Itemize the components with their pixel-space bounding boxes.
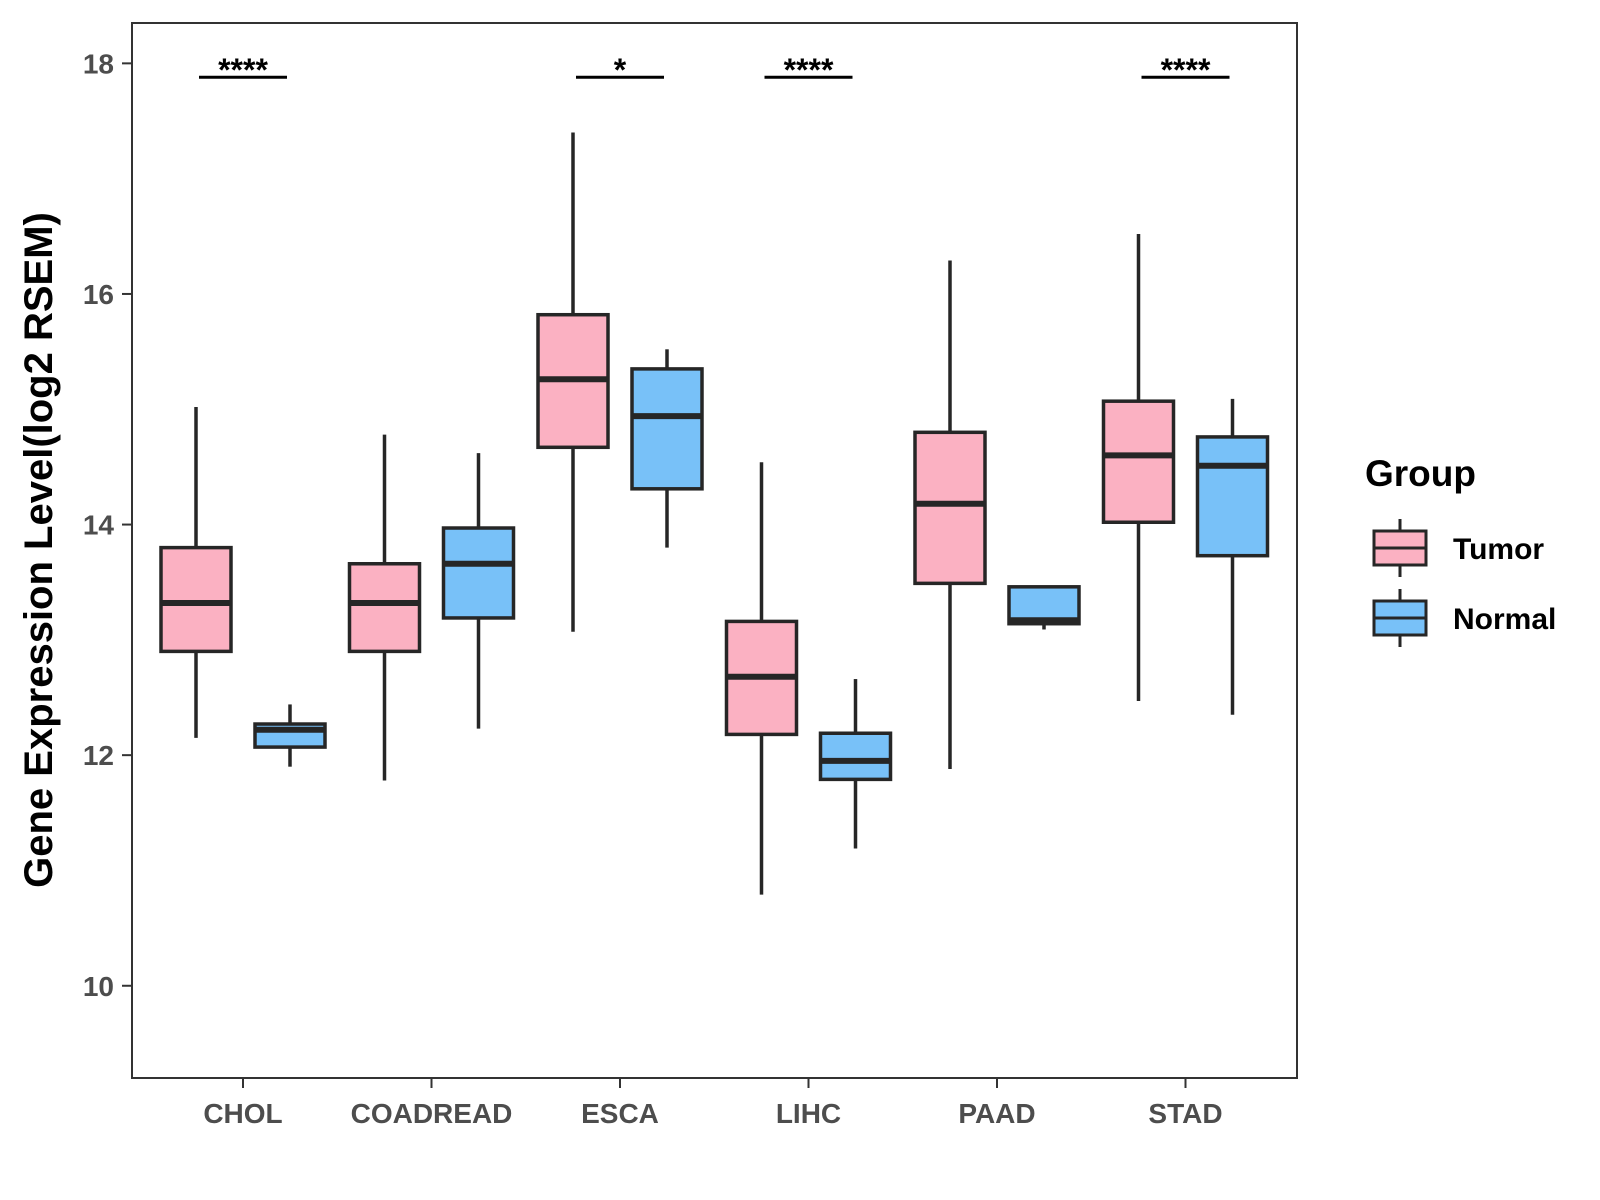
legend-label: Normal — [1453, 603, 1556, 636]
x-tick-label: PAAD — [958, 1098, 1035, 1129]
y-tick-label: 18 — [83, 48, 114, 79]
significance-label: **** — [784, 52, 834, 88]
y-tick-label: 12 — [83, 740, 114, 771]
y-tick-label: 16 — [83, 279, 114, 310]
box — [441, 526, 516, 620]
box — [347, 562, 422, 654]
box — [818, 731, 893, 782]
x-tick-label: STAD — [1148, 1098, 1222, 1129]
legend-label: Tumor — [1453, 533, 1544, 566]
legend: Group Tumor Normal — [1365, 453, 1556, 647]
significance-label: **** — [1161, 52, 1211, 88]
y-tick-label: 14 — [83, 510, 115, 541]
x-tick-label: COADREAD — [351, 1098, 513, 1129]
box — [913, 430, 987, 586]
box — [630, 367, 704, 491]
significance-label: * — [614, 52, 627, 88]
x-tick-label: ESCA — [581, 1098, 659, 1129]
significance-label: **** — [218, 52, 268, 88]
y-axis-title: Gene Expression Level(log2 RSEM) — [17, 212, 61, 888]
panel-border — [131, 22, 1298, 1079]
x-tick-label: LIHC — [776, 1098, 841, 1129]
x-tick-label: CHOL — [203, 1098, 282, 1129]
box — [1195, 435, 1270, 558]
box — [1101, 399, 1176, 525]
y-tick-label: 10 — [83, 971, 114, 1002]
box — [159, 545, 233, 654]
legend-title: Group — [1365, 453, 1476, 494]
